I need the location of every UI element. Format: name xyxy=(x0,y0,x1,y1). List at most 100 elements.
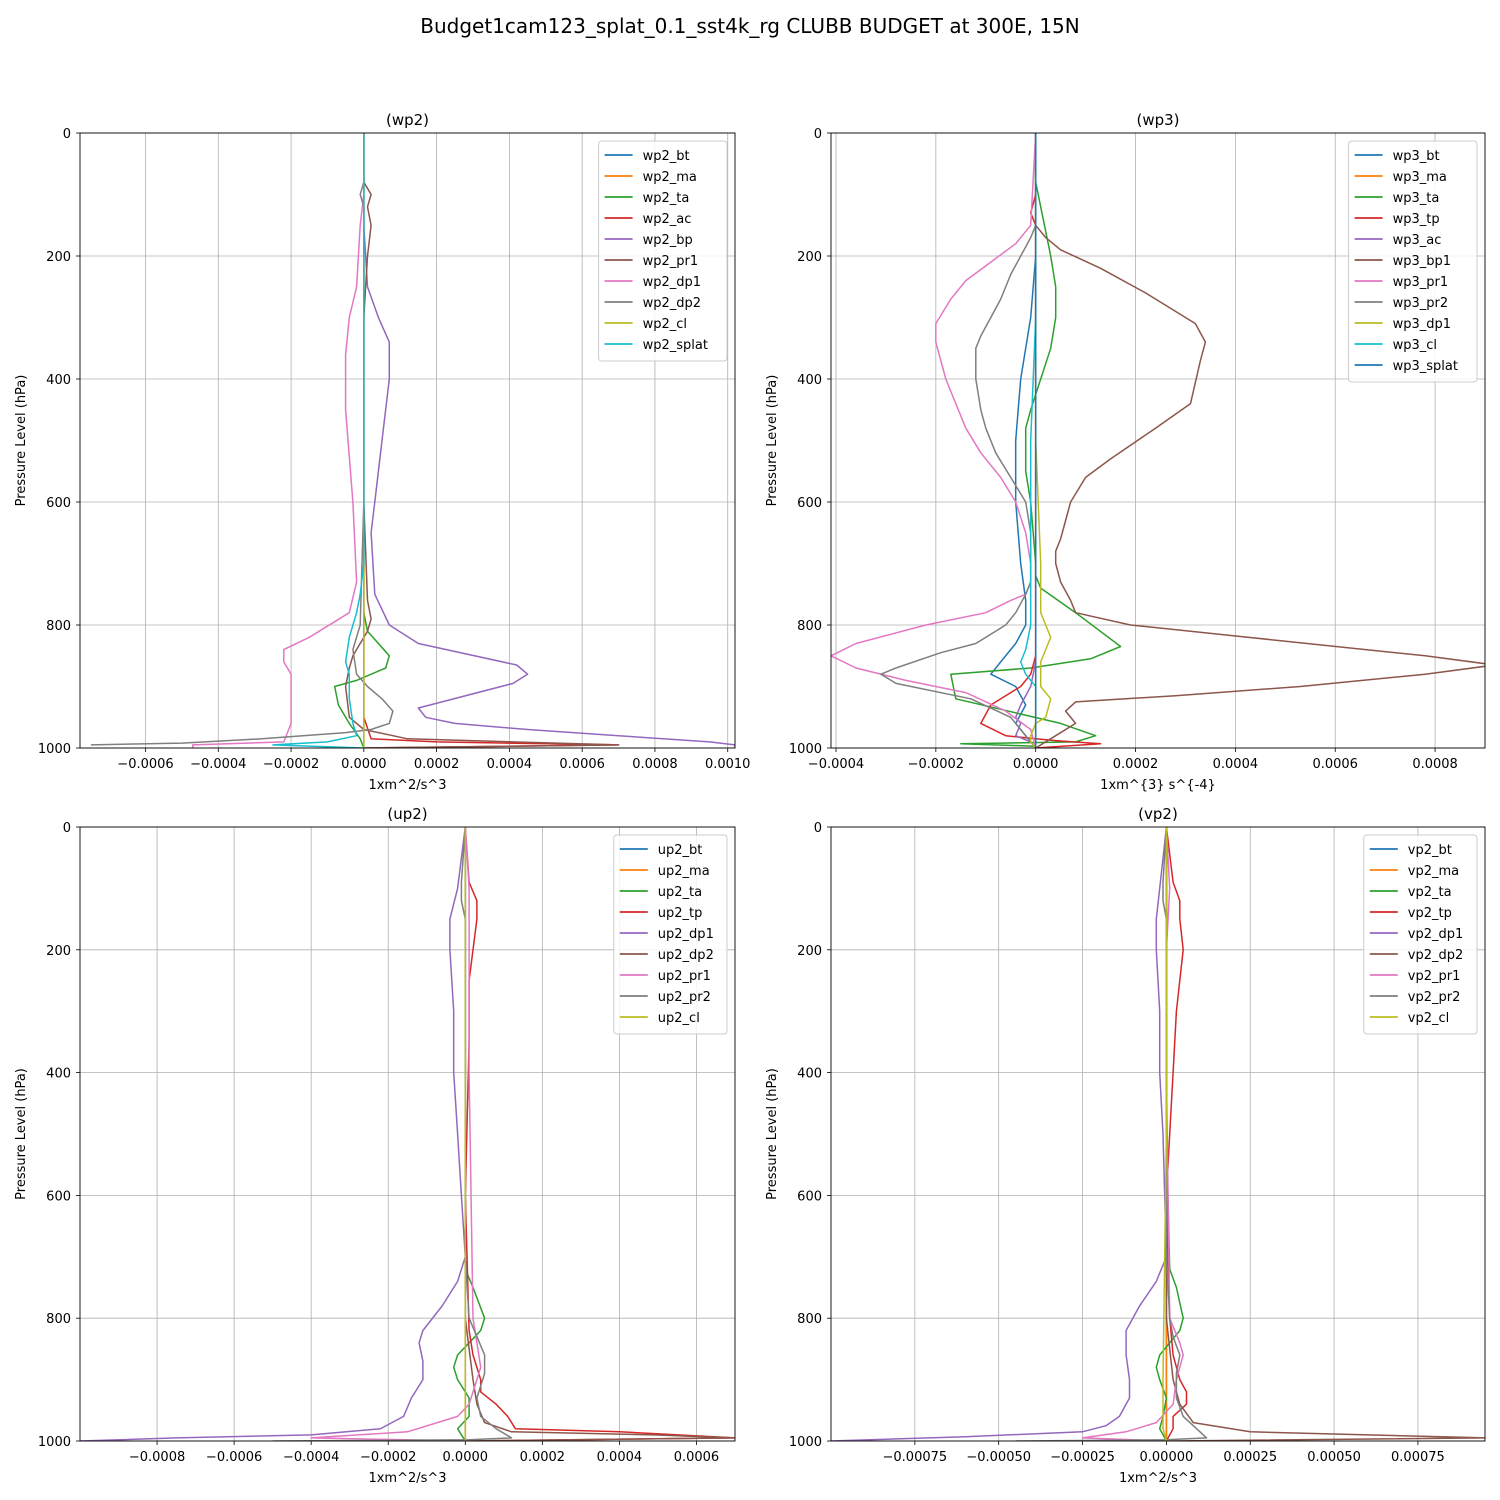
series-line-wp3_pr2 xyxy=(880,133,1037,748)
legend-label: vp2_cl xyxy=(1408,1011,1449,1026)
legend-label: wp3_pr1 xyxy=(1393,275,1449,290)
legend-label: up2_pr1 xyxy=(658,969,711,984)
legend-label: up2_dp2 xyxy=(658,948,714,963)
series-line-wp3_cl xyxy=(1019,133,1037,748)
plot-frame xyxy=(79,826,736,1442)
series-line-wp3_pr1 xyxy=(831,133,1037,748)
legend-label: wp2_bp xyxy=(643,233,693,248)
chart-panel-1: −0.0006 −0.0004 −0.0002 0.0000 0.0002 0.0004 0… xyxy=(14,111,750,793)
legend-label: wp2_ta xyxy=(643,191,690,206)
y-tick-label: 400 xyxy=(797,373,822,388)
legend-label: vp2_bt xyxy=(1408,843,1452,858)
y-tick-label: 400 xyxy=(46,1067,71,1082)
x-tick-label: −0.0008 xyxy=(129,1450,185,1465)
legend-label: wp3_bp1 xyxy=(1393,254,1451,269)
series-line-wp2_ac xyxy=(363,133,620,748)
x-tick-label: −0.00025 xyxy=(1050,1450,1115,1465)
x-tick-label: 0.0008 xyxy=(1412,757,1458,772)
legend-label: wp3_pr2 xyxy=(1393,296,1449,311)
y-tick-label: 200 xyxy=(797,944,822,959)
y-tick-label: 600 xyxy=(46,1189,71,1204)
legend-box xyxy=(613,834,728,1035)
y-tick-label: 400 xyxy=(46,373,71,388)
y-tick-label: 1000 xyxy=(38,742,71,757)
chart-title: (wp3) xyxy=(1136,111,1179,129)
x-axis-label: 1xm^2/s^3 xyxy=(368,778,446,793)
legend-label: up2_pr2 xyxy=(658,990,711,1005)
legend-label: wp2_splat xyxy=(643,338,708,353)
y-tick-label: 600 xyxy=(46,496,71,511)
series-line-up2_dp1 xyxy=(80,827,467,1441)
series-line-up2_pr2 xyxy=(272,827,513,1441)
y-axis-label: Pressure Level (hPa) xyxy=(14,1068,29,1200)
legend-label: wp2_dp1 xyxy=(643,275,701,290)
x-tick-label: 0.0006 xyxy=(1312,757,1358,772)
series-group xyxy=(80,827,735,1441)
series-line-vp2_dp1 xyxy=(831,827,1168,1441)
y-tick-label: 200 xyxy=(797,250,822,265)
x-tick-label: −0.00050 xyxy=(966,1450,1031,1465)
legend-label: wp2_pr1 xyxy=(643,254,699,269)
legend-label: wp2_cl xyxy=(643,317,687,332)
series-line-up2_tp xyxy=(464,827,735,1441)
x-tick-label: 0.00050 xyxy=(1307,1450,1361,1465)
legend-box xyxy=(1363,834,1478,1035)
series-group xyxy=(90,133,735,748)
legend-label: wp2_ac xyxy=(643,212,692,227)
legend-label: up2_tp xyxy=(658,906,703,921)
legend: vp2_bt vp2_ma vp2_ta vp2_tp vp2_dp1 vp2_dp2vp… xyxy=(1363,834,1478,1035)
x-tick-label: 0.0002 xyxy=(414,757,460,772)
legend-box xyxy=(598,140,728,362)
plot-frame xyxy=(79,132,736,749)
plot-frame xyxy=(830,132,1486,749)
legend-label: vp2_dp1 xyxy=(1408,927,1464,942)
legend-label: up2_cl xyxy=(658,1011,700,1026)
y-tick-label: 0 xyxy=(814,821,822,836)
legend-label: wp3_cl xyxy=(1393,338,1437,353)
chart-title: (up2) xyxy=(387,805,427,823)
x-tick-label: 0.0004 xyxy=(1213,757,1259,772)
x-tick-label: 0.0008 xyxy=(632,757,678,772)
x-tick-label: 0.0006 xyxy=(559,757,605,772)
chart-panel-2: −0.0004 −0.0002 0.0000 0.0002 0.0004 0.0006 0.… xyxy=(765,111,1486,793)
legend-label: wp3_ta xyxy=(1393,191,1440,206)
series-line-wp3_tp xyxy=(980,133,1102,748)
series-group xyxy=(831,133,1485,748)
series-line-wp2_dp1 xyxy=(192,133,365,748)
y-tick-label: 200 xyxy=(46,944,71,959)
legend-label: vp2_ma xyxy=(1408,864,1459,879)
legend-label: up2_ta xyxy=(658,885,702,900)
legend-label: wp3_tp xyxy=(1393,212,1440,227)
legend: wp3_bt wp3_ma wp3_ta wp3_tp wp3_ac wp3_bp1 wp3… xyxy=(1348,140,1478,383)
y-tick-label: 600 xyxy=(797,496,822,511)
legend-label: vp2_tp xyxy=(1408,906,1452,921)
legend-label: wp3_ac xyxy=(1393,233,1442,248)
series-line-vp2_pr2 xyxy=(1015,827,1208,1441)
legend: wp2_bt wp2_ma wp2_ta wp2_ac wp2_bp wp2_pr1 wp2… xyxy=(598,140,728,362)
legend-label: wp2_bt xyxy=(643,149,690,164)
series-line-wp2_bp xyxy=(363,133,735,748)
x-tick-label: 0.0004 xyxy=(597,1450,643,1465)
legend-label: up2_dp1 xyxy=(658,927,714,942)
series-line-wp3_bt xyxy=(990,133,1037,748)
x-tick-label: 0.00000 xyxy=(1140,1450,1194,1465)
y-axis-label: Pressure Level (hPa) xyxy=(765,375,780,507)
legend-label: wp2_ma xyxy=(643,170,697,185)
legend-label: wp3_ma xyxy=(1393,170,1447,185)
y-tick-label: 0 xyxy=(63,821,71,836)
x-tick-label: −0.0006 xyxy=(117,757,173,772)
chart-title: (vp2) xyxy=(1138,805,1178,823)
chart-panel-4: −0.00075 −0.00050 −0.00025 0.00000 0.00025 0.… xyxy=(765,805,1486,1486)
series-line-wp3_dp1 xyxy=(1029,133,1052,748)
legend-label: vp2_ta xyxy=(1408,885,1452,900)
chart-title: (wp2) xyxy=(386,111,429,129)
y-tick-label: 1000 xyxy=(38,1435,71,1450)
series-line-vp2_pr1 xyxy=(1081,827,1184,1441)
x-tick-label: −0.00075 xyxy=(883,1450,948,1465)
y-tick-label: 800 xyxy=(797,1312,822,1327)
y-tick-label: 0 xyxy=(63,127,71,142)
legend-label: wp3_bt xyxy=(1393,149,1440,164)
y-tick-label: 800 xyxy=(46,1312,71,1327)
series-line-wp2_ta xyxy=(333,133,391,748)
y-tick-label: 1000 xyxy=(789,1435,822,1450)
